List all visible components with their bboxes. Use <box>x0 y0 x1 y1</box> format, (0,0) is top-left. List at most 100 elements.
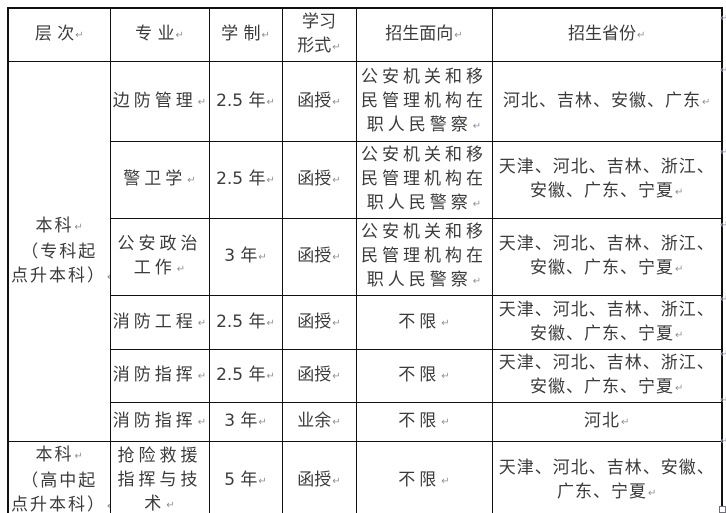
row-end-mark: ↵ <box>720 395 726 406</box>
paragraph-mark: ↵ <box>332 476 341 487</box>
cell-major: 边防管理↵ <box>109 61 210 142</box>
paragraph-mark: ↵ <box>197 371 207 382</box>
cell-duration: 2.5 年↵ <box>208 349 283 403</box>
paragraph-mark: ↵ <box>332 371 341 382</box>
row-end-mark: ↵ <box>720 65 726 76</box>
paragraph-mark: ↵ <box>258 252 267 263</box>
paragraph-mark: ↵ <box>675 329 684 341</box>
row-end-mark: ↵ <box>720 436 726 447</box>
cell-form: 函授↵ <box>281 295 357 350</box>
table-row: 警卫学↵ 2.5 年↵ 函授↵ 公安机关和移 民管理机构在 职人民警察↵ 天津、河北… <box>8 141 723 219</box>
cell-provinces: 天津、河北、吉林、浙江、 安徽、广东、宁夏↵ <box>491 349 723 403</box>
table-corner-handle <box>719 506 726 513</box>
table-row: 消防指挥↵ 3 年↵ 业余↵ 不限↵ 河北↵ <box>8 402 723 442</box>
cell-form: 函授↵ <box>281 61 357 142</box>
paragraph-mark: ↵ <box>266 175 275 186</box>
paragraph-mark: ↵ <box>107 272 109 283</box>
cell-provinces: 天津、河北、吉林、浙江、 安徽、广东、宁夏↵ <box>491 141 723 219</box>
paragraph-mark: ↵ <box>261 30 270 41</box>
table-row: 消防工程↵ 2.5 年↵ 函授↵ 不限↵ 天津、河北、吉林、浙江、 安徽、广东、宁… <box>8 295 723 350</box>
paragraph-mark: ↵ <box>258 417 267 428</box>
paragraph-mark: ↵ <box>266 317 275 329</box>
cell-target: 不限↵ <box>355 441 493 513</box>
cell-provinces: 天津、河北、吉林、安徽、 广东、宁夏↵ <box>491 441 723 513</box>
cell-target: 公安机关和移 民管理机构在 职人民警察↵ <box>355 61 493 142</box>
table-row: 公安政治 工作↵ 3 年↵ 函授↵ 公安机关和移 民管理机构在 职人民警察↵ 天津、河… <box>8 218 723 296</box>
cell-form: 函授↵ <box>281 141 357 219</box>
paragraph-mark: ↵ <box>675 383 684 394</box>
header-provinces: 招生省份↵ <box>491 7 723 62</box>
cell-duration: 3 年↵ <box>208 218 283 296</box>
cell-duration: 2.5 年↵ <box>208 141 283 219</box>
paragraph-mark: ↵ <box>332 317 341 329</box>
paragraph-mark: ↵ <box>702 96 711 108</box>
paragraph-mark: ↵ <box>187 175 196 186</box>
row-end-mark: ↵ <box>720 147 726 158</box>
enrollment-table: 层 次↵ 专 业↵ 学 制↵ 学习 形式↵ 招生面向↵ 招生省份↵ 本科↵ （专科起… <box>7 7 723 513</box>
cell-form: 函授↵ <box>281 349 357 403</box>
cell-provinces: 河北↵ <box>491 402 723 442</box>
table-row: 消防指挥↵ 2.5 年↵ 函授↵ 不限↵ 天津、河北、吉林、浙江、 安徽、广东、宁… <box>8 349 723 403</box>
cell-target: 不限↵ <box>355 295 493 350</box>
header-level: 层 次↵ <box>7 7 111 62</box>
paragraph-mark: ↵ <box>441 317 450 329</box>
paragraph-mark: ↵ <box>74 221 83 233</box>
paragraph-mark: ↵ <box>197 317 207 329</box>
paragraph-mark: ↵ <box>74 451 83 462</box>
row-end-mark: ↵ <box>720 13 726 24</box>
paragraph-mark: ↵ <box>332 96 341 108</box>
paragraph-mark: ↵ <box>441 371 450 382</box>
cell-major: 公安政治 工作↵ <box>109 218 210 296</box>
cell-target: 公安机关和移 民管理机构在 职人民警察↵ <box>355 218 493 296</box>
paragraph-mark: ↵ <box>637 30 646 41</box>
header-form: 学习 形式↵ <box>281 7 357 62</box>
cell-major: 抢险救援 指挥与技 术↵ <box>109 441 210 513</box>
cell-form: 业余↵ <box>281 402 357 442</box>
header-major: 专 业↵ <box>109 7 210 62</box>
cell-duration: 2.5 年↵ <box>208 61 283 142</box>
paragraph-mark: ↵ <box>175 30 184 41</box>
cell-duration: 5 年↵ <box>208 441 283 513</box>
cell-provinces: 河北、吉林、安徽、广东↵ <box>491 61 723 142</box>
cell-major: 消防指挥↵ <box>109 349 210 403</box>
paragraph-mark: ↵ <box>266 371 275 382</box>
paragraph-mark: ↵ <box>472 276 482 287</box>
paragraph-mark: ↵ <box>332 175 341 186</box>
row-end-mark: ↵ <box>720 349 726 360</box>
cell-provinces: 天津、河北、吉林、浙江、 安徽、广东、宁夏↵ <box>491 218 723 296</box>
paragraph-mark: ↵ <box>454 30 463 41</box>
row-end-mark: ↵ <box>720 294 726 305</box>
paragraph-mark: ↵ <box>675 187 684 198</box>
paragraph-mark: ↵ <box>472 199 482 210</box>
paragraph-mark: ↵ <box>441 476 450 487</box>
paragraph-mark: ↵ <box>75 30 84 41</box>
cell-form: 函授↵ <box>281 218 357 296</box>
paragraph-mark: ↵ <box>621 417 630 428</box>
paragraph-mark: ↵ <box>332 42 341 53</box>
header-duration: 学 制↵ <box>208 7 283 62</box>
cell-target: 公安机关和移 民管理机构在 职人民警察↵ <box>355 141 493 219</box>
cell-duration: 2.5 年↵ <box>208 295 283 350</box>
paragraph-mark: ↵ <box>441 417 450 428</box>
paragraph-mark: ↵ <box>648 488 657 499</box>
paragraph-mark: ↵ <box>197 96 207 108</box>
cell-major: 消防工程↵ <box>109 295 210 350</box>
paragraph-mark: ↵ <box>176 264 186 275</box>
paragraph-mark: ↵ <box>197 417 207 428</box>
paragraph-mark: ↵ <box>332 252 341 263</box>
paragraph-mark: ↵ <box>675 264 684 275</box>
cell-target: 不限↵ <box>355 402 493 442</box>
paragraph-mark: ↵ <box>266 96 275 108</box>
cell-major: 警卫学↵ <box>109 141 210 219</box>
paragraph-mark: ↵ <box>332 417 341 428</box>
cell-form: 函授↵ <box>281 441 357 513</box>
paragraph-mark: ↵ <box>107 501 109 512</box>
cell-provinces: 天津、河北、吉林、浙江、 安徽、广东、宁夏↵ <box>491 295 723 350</box>
header-row: 层 次↵ 专 业↵ 学 制↵ 学习 形式↵ 招生面向↵ 招生省份↵ <box>7 7 723 62</box>
paragraph-mark: ↵ <box>472 120 482 132</box>
